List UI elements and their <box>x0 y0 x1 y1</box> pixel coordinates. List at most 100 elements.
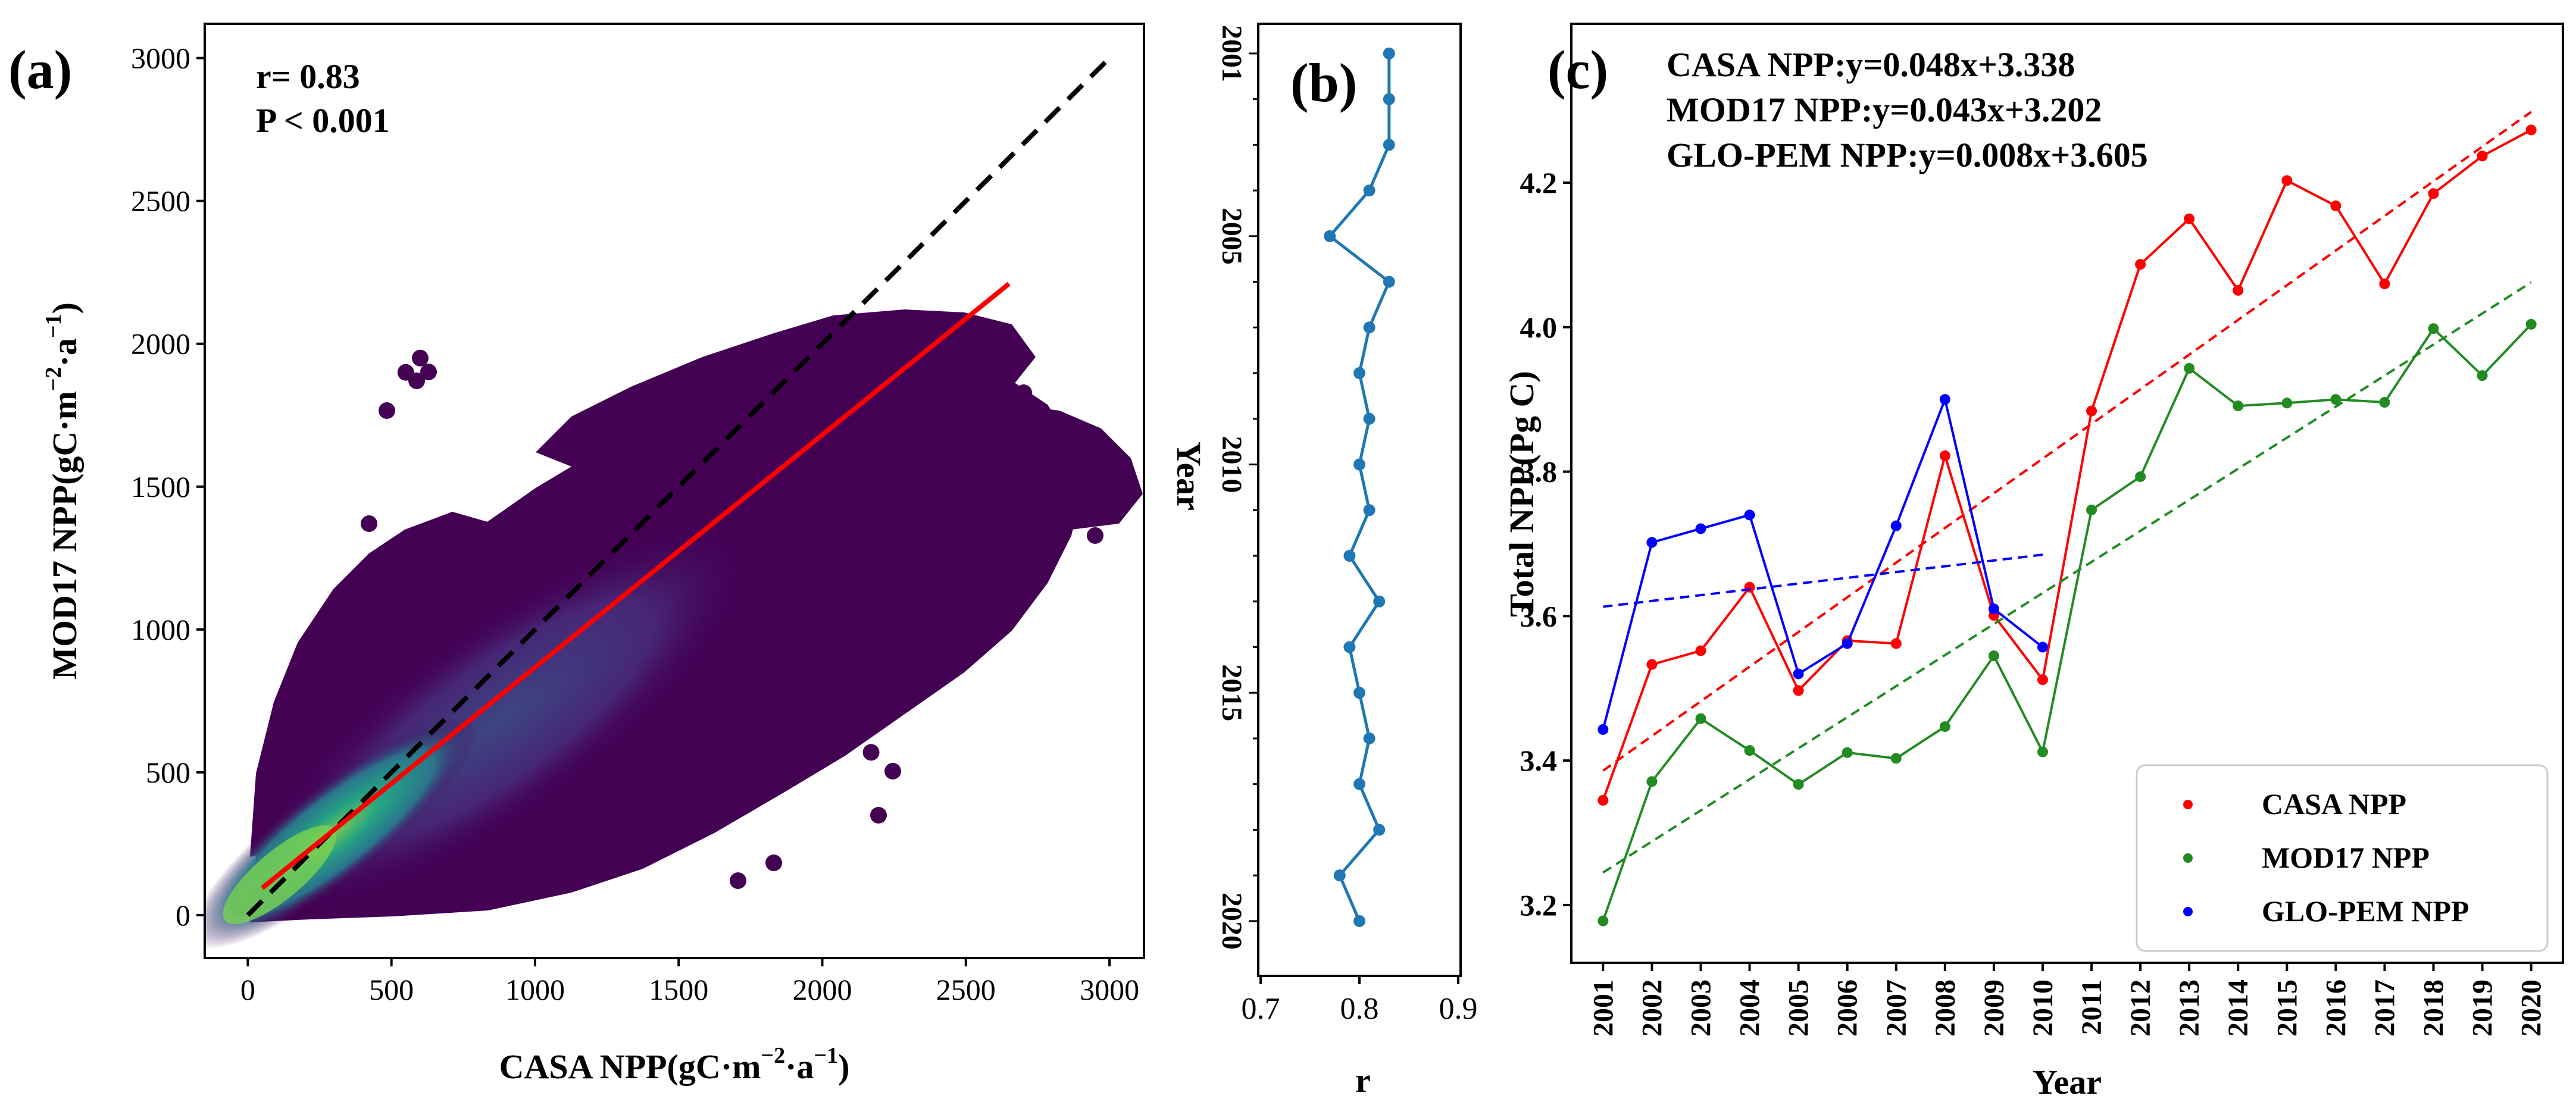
trend-line-mod17-npp <box>1602 281 2532 874</box>
series-point-mod17-npp-2001 <box>1598 915 1609 927</box>
x-tick-label-c: 2012 <box>2125 979 2156 1037</box>
y-axis-ticks-a: 0 500 1000 1500 2000 2500 3000 <box>131 42 205 932</box>
series-point-casa-npp-2002 <box>1646 659 1658 670</box>
x-tick-label-c: 2019 <box>2467 979 2499 1037</box>
y-axis-label-c: Total NPP(Pg C) <box>1502 371 1541 616</box>
equation-glopem: GLO-PEM NPP:y=0.008x+3.605 <box>1667 136 2148 174</box>
series-point-casa-npp-2010 <box>2037 674 2048 686</box>
y-tick-label-c: 3.2 <box>1520 888 1558 922</box>
trend-line-casa-npp <box>1602 111 2532 772</box>
y-tick-label-a: 1500 <box>131 470 190 503</box>
outlier-point-1 <box>957 464 974 481</box>
series-point-glo-pem-npp-2009 <box>1988 603 1999 615</box>
series-point-mod17-npp-2003 <box>1695 713 1706 724</box>
x-tick-label-a: 500 <box>369 973 414 1006</box>
x-tick-label-c: 2008 <box>1930 979 1961 1037</box>
correlation-point-2008 <box>1353 367 1365 380</box>
correlation-point-2015 <box>1353 687 1365 699</box>
series-point-casa-npp-2008 <box>1939 450 1950 461</box>
correlation-point-2011 <box>1363 504 1375 517</box>
correlation-point-2020 <box>1353 915 1365 927</box>
series-point-casa-npp-2005 <box>1793 685 1804 696</box>
equation-mod17: MOD17 NPP:y=0.043x+3.202 <box>1667 90 2102 129</box>
y-tick-label-a: 2000 <box>131 327 190 361</box>
x-tick-label-c: 2007 <box>1881 979 1912 1037</box>
correlation-point-2004 <box>1363 184 1375 197</box>
x-tick-label-c: 2013 <box>2174 979 2205 1037</box>
legend-label-casa: CASA NPP <box>2262 787 2406 821</box>
x-tick-label-c: 2006 <box>1832 979 1864 1037</box>
y-tick-label-b: 2001 <box>1216 25 1248 82</box>
stat-r: r= 0.83 <box>256 57 360 96</box>
panel-label-a: (a) <box>8 39 72 100</box>
series-point-glo-pem-npp-2008 <box>1939 394 1950 405</box>
x-tick-label-a: 3000 <box>1080 973 1139 1006</box>
density-cloud <box>205 56 1143 950</box>
panel-label-c: (c) <box>1548 39 1608 100</box>
y-axis-ticks-c: 3.2 3.4 3.6 3.8 4.0 4.2 <box>1520 166 1571 922</box>
x-tick-label-c: 2014 <box>2222 979 2254 1037</box>
series-point-mod17-npp-2008 <box>1939 721 1950 733</box>
outlier-point-7 <box>397 364 414 381</box>
correlation-point-2007 <box>1363 321 1375 334</box>
series-point-mod17-npp-2006 <box>1842 747 1853 758</box>
npp-series <box>1598 111 2537 927</box>
axes-frame-b <box>1257 23 1462 977</box>
series-point-mod17-npp-2007 <box>1890 753 1902 764</box>
x-axis-label-c: Year <box>2033 1063 2102 1101</box>
series-point-mod17-npp-2004 <box>1744 745 1755 756</box>
trend-line-glo-pem-npp <box>1603 553 2043 608</box>
outlier-point-4 <box>842 461 859 478</box>
series-point-casa-npp-2016 <box>2330 200 2341 211</box>
x-tick-label-c: 2020 <box>2516 979 2547 1037</box>
correlation-point-2003 <box>1383 139 1395 151</box>
series-point-casa-npp-2011 <box>2086 405 2097 417</box>
panel-b: 0.7 0.8 0.9 2001 2005 2010 2015 2020 (b) r Yea… <box>1170 23 1478 1100</box>
y-tick-label-c: 4.2 <box>1520 166 1558 199</box>
y-tick-label-a: 500 <box>146 756 190 789</box>
correlation-point-2010 <box>1353 458 1365 471</box>
legend-box <box>2136 764 2549 952</box>
y-tick-label-a: 1000 <box>131 613 190 646</box>
x-tick-label-a: 2500 <box>936 973 996 1006</box>
legend-marker-casa <box>2183 800 2193 809</box>
series-line-casa-npp <box>1602 129 2532 801</box>
x-axis-label-a: CASA NPP(gC·m−2·a−1) <box>499 1043 850 1086</box>
x-tick-label-c: 2017 <box>2369 979 2400 1037</box>
outlier-point-5 <box>785 492 802 509</box>
y-tick-label-c: 3.6 <box>1520 599 1558 633</box>
series-point-mod17-npp-2002 <box>1646 776 1658 787</box>
series-line-glo-pem-npp <box>1602 395 2044 730</box>
x-tick-label-a: 2000 <box>793 973 852 1006</box>
x-tick-label-b: 0.9 <box>1439 992 1478 1026</box>
series-point-casa-npp-2003 <box>1695 645 1706 656</box>
x-tick-label-c: 2011 <box>2076 979 2108 1035</box>
panel-a: 0 500 1000 1500 2000 2500 3000 0 500 1000 1500 200… <box>8 23 1145 1086</box>
correlation-point-2016 <box>1363 732 1375 744</box>
correlation-point-2014 <box>1343 641 1356 653</box>
series-point-casa-npp-2014 <box>2233 284 2244 296</box>
series-point-casa-npp-2020 <box>2525 124 2537 136</box>
x-tick-label-a: 1000 <box>505 973 565 1006</box>
x-tick-label-c: 2010 <box>2027 979 2059 1037</box>
y-tick-label-c: 4.0 <box>1520 311 1558 344</box>
panel-c: 2001 2002 2003 2004 2005 2006 2007 2008 2009 2010… <box>1502 23 2564 1101</box>
correlation-line <box>1327 53 1391 922</box>
x-tick-label-a: 0 <box>240 973 255 1006</box>
series-point-glo-pem-npp-2003 <box>1695 523 1706 534</box>
correlation-point-2009 <box>1363 412 1375 425</box>
series-point-glo-pem-npp-2007 <box>1890 520 1902 531</box>
series-point-glo-pem-npp-2010 <box>2037 641 2048 653</box>
x-tick-label-b: 0.7 <box>1242 992 1280 1026</box>
x-tick-label-a: 1500 <box>649 973 708 1006</box>
axes-frame-c <box>1570 23 2564 964</box>
x-axis-ticks-a: 0 500 1000 1500 2000 2500 3000 <box>240 958 1139 1006</box>
y-tick-label-a: 2500 <box>131 184 190 218</box>
y-axis-ticks-b: 2001 2005 2010 2015 2020 <box>1216 25 1258 950</box>
correlation-point-2001 <box>1383 47 1395 60</box>
series-point-mod17-npp-2015 <box>2281 397 2293 409</box>
outlier-point-3 <box>862 744 880 761</box>
legend-label-glopem: GLO-PEM NPP <box>2262 894 2469 928</box>
y-tick-label-b: 2010 <box>1216 436 1248 493</box>
